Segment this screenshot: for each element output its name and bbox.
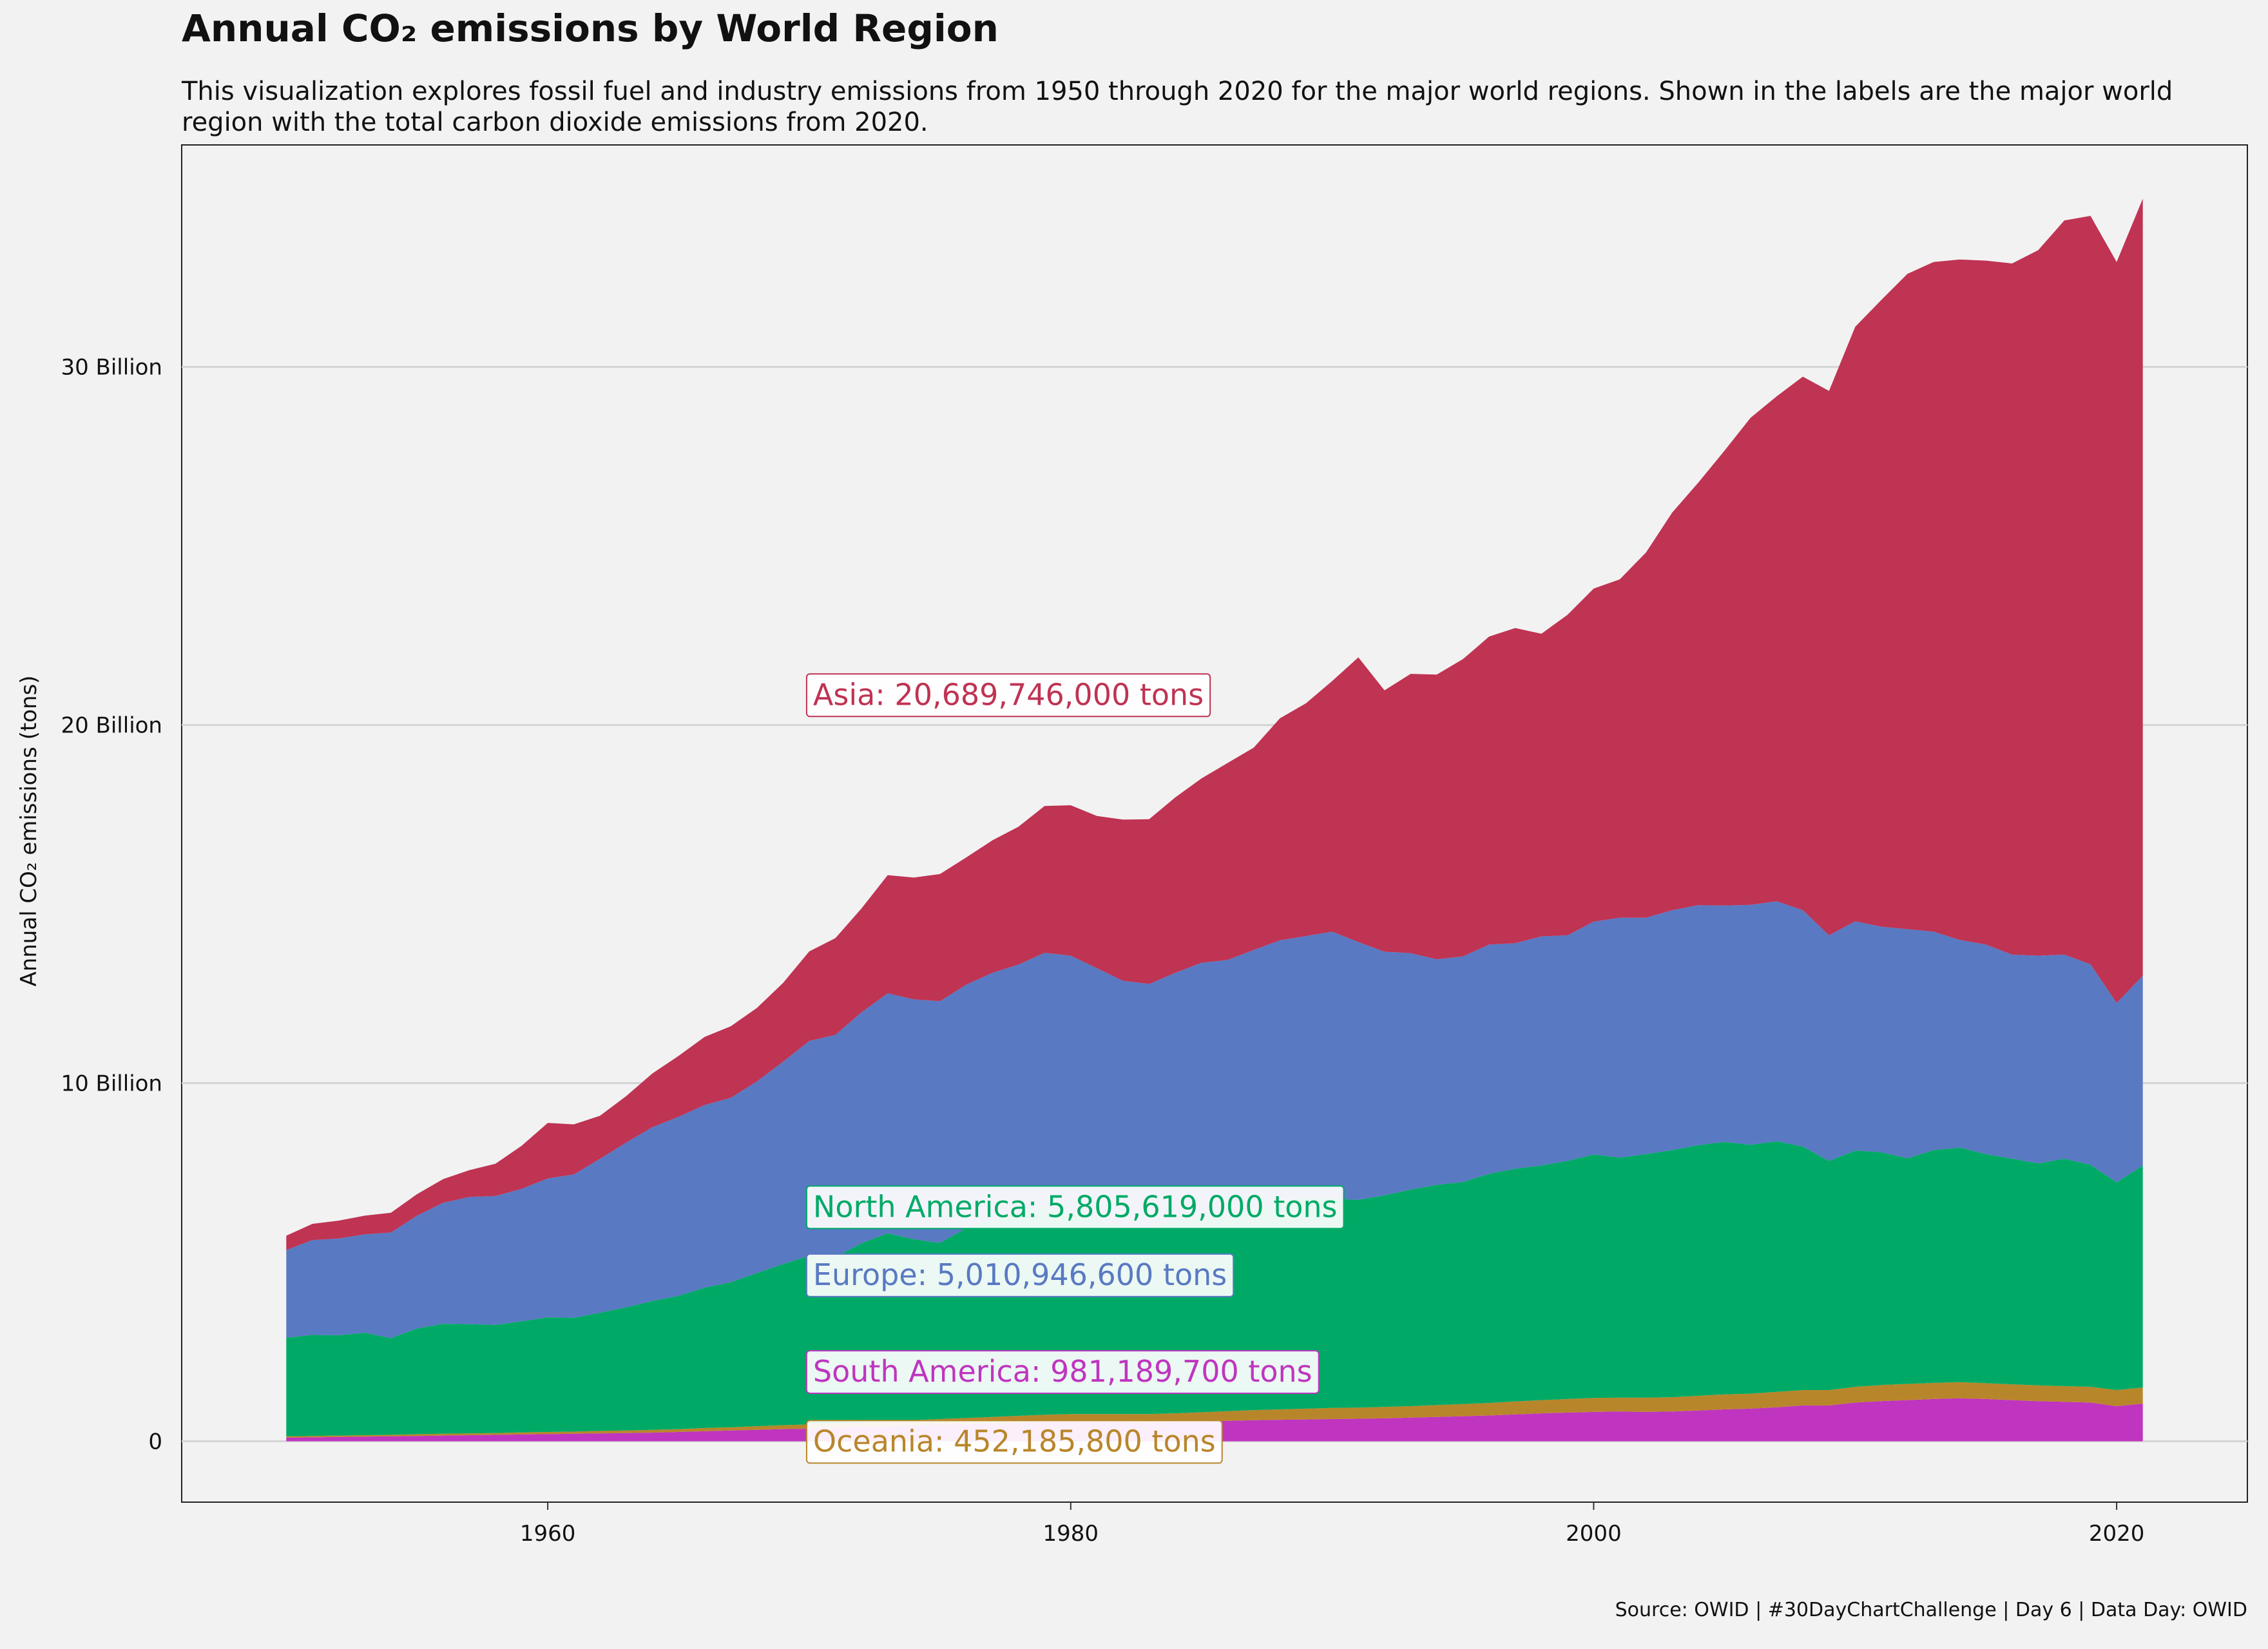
y-axis-ticks: 0 10 Billion 20 Billion 30 Billion: [61, 355, 162, 1455]
plot-panel-border: [181, 144, 2248, 1503]
chart-caption: Source: OWID | #30DayChartChallenge | Da…: [1615, 1599, 2247, 1621]
x-tick-label: 1960: [520, 1521, 576, 1547]
chart-subtitle: This visualization explores fossil fuel …: [182, 77, 2173, 137]
label-text: Asia: 20,689,746,000 tons: [813, 677, 1204, 712]
y-tick-label: 0: [148, 1429, 162, 1454]
label-box: [805, 1253, 1235, 1297]
label-oceania: Oceania: 452,185,800 tons: [805, 1420, 1223, 1464]
y-tick-label: 20 Billion: [61, 713, 162, 739]
y-tick-label: 30 Billion: [61, 355, 162, 381]
y-axis-title: Annual CO₂ emissions (tons): [16, 675, 42, 986]
label-asia: Asia: 20,689,746,000 tons: [805, 673, 1211, 718]
label-text: Oceania: 452,185,800 tons: [813, 1424, 1216, 1458]
area-asia: [286, 198, 2143, 1250]
x-tick-label: 2000: [1566, 1521, 1622, 1547]
area-south-america: [286, 1398, 2143, 1442]
chart-title: Annual CO₂ emissions by World Region: [182, 6, 999, 50]
label-box: [805, 1185, 1345, 1230]
label-south-america: South America: 981,189,700 tons: [805, 1349, 1320, 1394]
label-europe: Europe: 5,010,946,600 tons: [805, 1253, 1235, 1297]
label-text: Europe: 5,010,946,600 tons: [813, 1257, 1227, 1292]
label-north-america: North America: 5,805,619,000 tons: [805, 1185, 1345, 1230]
x-axis-ticks: 1960 1980 2000 2020: [520, 1502, 2144, 1547]
label-text: North America: 5,805,619,000 tons: [813, 1189, 1338, 1224]
x-tick-label: 1980: [1043, 1521, 1099, 1547]
label-text: South America: 981,189,700 tons: [813, 1354, 1312, 1389]
label-box: [805, 1420, 1223, 1464]
x-tick-label: 2020: [2089, 1521, 2145, 1547]
area-oceania: [286, 1382, 2143, 1438]
region-labels: Asia: 20,689,746,000 tons North America: …: [805, 673, 1345, 1464]
label-box: [805, 1349, 1320, 1394]
area-europe: [286, 901, 2143, 1339]
y-tick-label: 10 Billion: [61, 1071, 162, 1097]
label-box: [805, 673, 1211, 718]
